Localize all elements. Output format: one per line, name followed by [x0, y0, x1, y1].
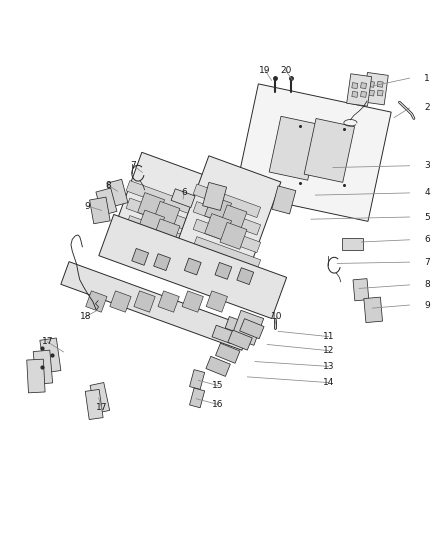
Polygon shape [153, 201, 180, 228]
Polygon shape [182, 291, 203, 312]
Text: 4: 4 [424, 189, 430, 197]
Polygon shape [352, 83, 358, 88]
Polygon shape [220, 222, 247, 249]
Polygon shape [228, 330, 252, 350]
Polygon shape [126, 198, 194, 231]
Polygon shape [215, 262, 232, 279]
Polygon shape [220, 205, 247, 232]
Polygon shape [99, 214, 286, 319]
Polygon shape [237, 268, 254, 285]
Polygon shape [110, 291, 131, 312]
Polygon shape [138, 210, 165, 237]
Text: 20: 20 [280, 66, 291, 75]
Polygon shape [272, 186, 296, 214]
Polygon shape [206, 291, 227, 312]
Text: 17: 17 [96, 403, 107, 412]
Text: 8: 8 [106, 181, 112, 190]
Polygon shape [364, 72, 388, 105]
Polygon shape [269, 116, 320, 180]
Text: 9: 9 [85, 201, 91, 211]
Polygon shape [203, 182, 226, 211]
Text: 14: 14 [323, 378, 334, 387]
Polygon shape [364, 297, 382, 322]
Text: 10: 10 [271, 312, 283, 321]
Text: 13: 13 [323, 362, 334, 371]
Polygon shape [61, 262, 250, 350]
Polygon shape [368, 82, 374, 87]
Polygon shape [206, 357, 230, 376]
Text: 2: 2 [424, 103, 430, 112]
Polygon shape [193, 201, 261, 235]
Polygon shape [33, 350, 53, 384]
Polygon shape [193, 184, 261, 217]
Text: 7: 7 [424, 257, 430, 266]
Polygon shape [40, 338, 61, 373]
Polygon shape [225, 317, 248, 335]
Polygon shape [193, 219, 261, 253]
Text: 12: 12 [323, 346, 334, 355]
Polygon shape [205, 214, 232, 240]
Polygon shape [126, 181, 194, 214]
Polygon shape [212, 325, 235, 344]
Polygon shape [171, 189, 195, 207]
Text: 6: 6 [181, 189, 187, 197]
Polygon shape [86, 291, 107, 312]
Polygon shape [190, 369, 205, 390]
Polygon shape [342, 238, 363, 250]
Polygon shape [193, 237, 261, 270]
Polygon shape [90, 197, 110, 224]
Text: 7: 7 [131, 161, 137, 170]
Text: 3: 3 [424, 161, 430, 170]
Polygon shape [184, 258, 201, 275]
Polygon shape [190, 388, 205, 408]
Text: 18: 18 [80, 312, 91, 321]
Polygon shape [106, 152, 214, 277]
Polygon shape [107, 179, 128, 206]
Polygon shape [304, 118, 355, 182]
Text: 1: 1 [424, 74, 430, 83]
Polygon shape [126, 233, 194, 266]
Text: 16: 16 [212, 400, 224, 409]
Polygon shape [215, 343, 240, 364]
Polygon shape [85, 390, 103, 419]
Polygon shape [240, 319, 264, 339]
Polygon shape [27, 359, 45, 393]
Polygon shape [96, 188, 117, 215]
Polygon shape [353, 279, 369, 301]
Polygon shape [235, 84, 391, 221]
Text: 19: 19 [259, 66, 271, 75]
Polygon shape [90, 383, 110, 413]
Polygon shape [138, 192, 165, 220]
Polygon shape [205, 196, 232, 223]
Polygon shape [173, 156, 281, 281]
Polygon shape [377, 82, 383, 87]
Polygon shape [231, 310, 264, 345]
Polygon shape [360, 83, 367, 88]
Polygon shape [153, 219, 180, 246]
Text: 15: 15 [212, 381, 224, 390]
Polygon shape [347, 74, 371, 106]
Polygon shape [154, 254, 170, 271]
Polygon shape [360, 91, 367, 98]
Polygon shape [134, 291, 155, 312]
Polygon shape [132, 248, 148, 265]
Polygon shape [352, 91, 358, 98]
Text: 9: 9 [424, 301, 430, 310]
Polygon shape [377, 90, 383, 96]
Polygon shape [158, 291, 179, 312]
Polygon shape [126, 215, 194, 249]
Text: 5: 5 [424, 213, 430, 222]
Text: 17: 17 [42, 337, 53, 346]
Text: 8: 8 [424, 280, 430, 289]
Text: 6: 6 [424, 235, 430, 244]
Text: 11: 11 [323, 332, 334, 341]
Polygon shape [368, 90, 374, 96]
